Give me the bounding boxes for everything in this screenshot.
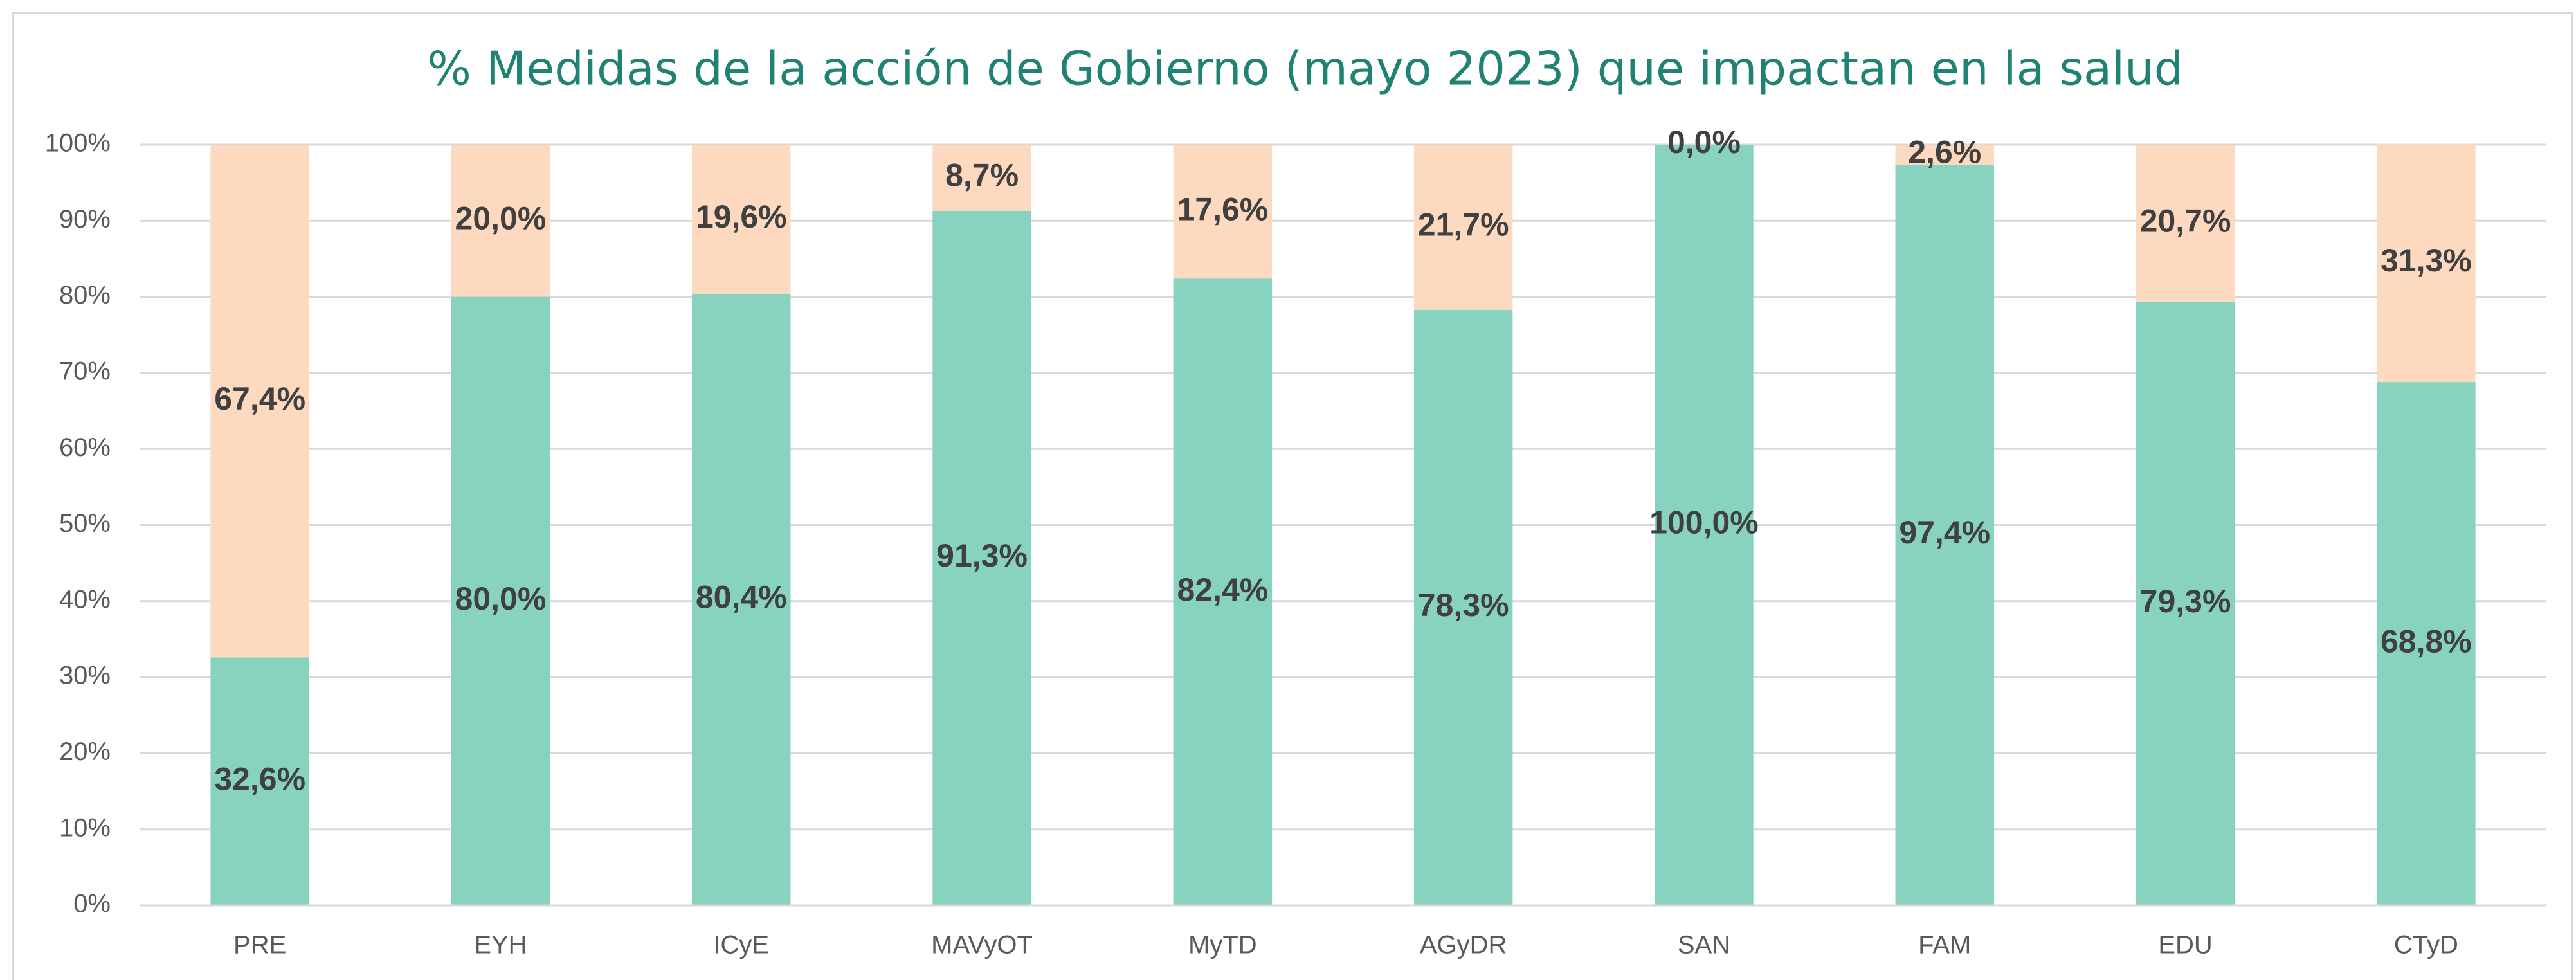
- bar-segment: [2136, 145, 2235, 302]
- y-tick-label: 50%: [59, 509, 111, 538]
- data-label: 20,0%: [455, 201, 547, 237]
- data-label: 97,4%: [1899, 514, 1990, 550]
- y-tick-label: 80%: [59, 281, 111, 309]
- x-tick-label: ICyE: [713, 931, 769, 959]
- data-label: 82,4%: [1177, 572, 1268, 608]
- bar-segment: [1413, 309, 1513, 905]
- bar-segment: [1655, 145, 1754, 905]
- y-tick-label: 10%: [59, 813, 111, 842]
- data-label: 91,3%: [936, 538, 1028, 574]
- bar-segment: [1173, 278, 1273, 905]
- data-label: 21,7%: [1418, 207, 1509, 243]
- bar-segment: [692, 145, 791, 294]
- bar-segment: [451, 145, 550, 297]
- data-label: 8,7%: [945, 158, 1019, 194]
- data-label: 68,8%: [2381, 623, 2472, 659]
- y-tick-label: 40%: [59, 585, 111, 613]
- x-tick-label: EDU: [2158, 931, 2212, 959]
- data-label: 80,0%: [455, 581, 547, 617]
- bar-segment: [1173, 145, 1273, 279]
- x-tick-label: EYH: [474, 931, 527, 959]
- x-tick-label: MAVyOT: [931, 931, 1033, 959]
- bar-segment: [2377, 382, 2476, 905]
- bar-segment: [210, 657, 309, 905]
- bar-segment: [1413, 145, 1513, 310]
- bar-segment: [1895, 164, 1994, 905]
- data-label: 32,6%: [214, 761, 305, 797]
- data-label: 17,6%: [1177, 191, 1268, 227]
- data-label: 20,7%: [2140, 203, 2231, 239]
- x-tick-label: FAM: [1918, 931, 1971, 959]
- y-tick-label: 20%: [59, 738, 111, 766]
- y-tick-label: 60%: [59, 433, 111, 462]
- data-label: 0,0%: [1667, 124, 1741, 160]
- x-tick-label: CTyD: [2394, 931, 2458, 959]
- chart-title: % Medidas de la acción de Gobierno (mayo…: [428, 42, 2184, 96]
- x-tick-label: MyTD: [1188, 931, 1257, 959]
- data-label: 80,4%: [696, 579, 787, 615]
- data-label: 31,3%: [2381, 242, 2472, 278]
- bar-segment: [932, 210, 1031, 905]
- y-tick-label: 100%: [45, 129, 111, 158]
- y-tick-label: 0%: [73, 890, 111, 918]
- y-tick-label: 30%: [59, 662, 111, 690]
- y-tick-label: 70%: [59, 357, 111, 385]
- bar-segment: [451, 296, 550, 906]
- data-label: 19,6%: [696, 199, 787, 235]
- data-label: 78,3%: [1418, 587, 1509, 623]
- data-label: 2,6%: [1908, 134, 1981, 170]
- bar-segment: [1895, 145, 1994, 165]
- x-tick-label: PRE: [233, 931, 286, 959]
- data-label: 79,3%: [2140, 583, 2231, 619]
- data-label: 67,4%: [214, 381, 305, 417]
- x-tick-label: SAN: [1678, 931, 1730, 959]
- bar-segment: [2136, 302, 2235, 906]
- bar-segment: [932, 145, 1031, 211]
- bar-segment: [2377, 143, 2476, 383]
- y-tick-label: 90%: [59, 205, 111, 233]
- bar-segment: [210, 145, 309, 658]
- bar-segment: [692, 293, 791, 905]
- x-tick-label: AGyDR: [1420, 931, 1507, 959]
- data-label: 100,0%: [1649, 505, 1759, 541]
